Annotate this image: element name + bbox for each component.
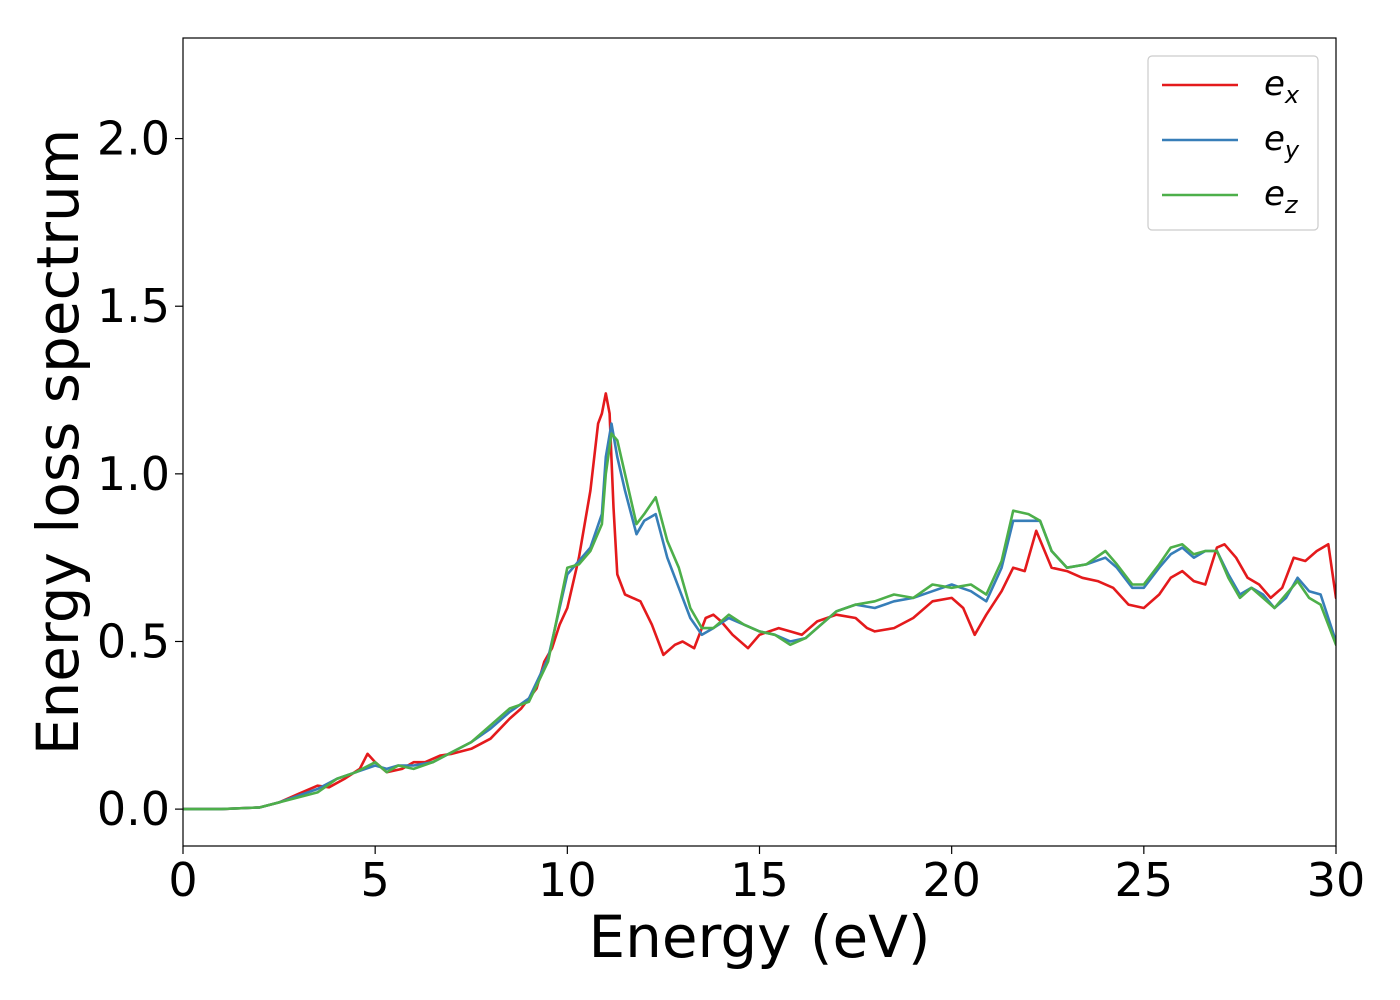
y-axis-title: Energy loss spectrum [24, 129, 92, 755]
legend-label-subscript: z [1284, 191, 1299, 219]
legend-label-x: ex [1264, 64, 1300, 109]
x-tick-label: 0 [168, 853, 197, 907]
series-line-x [183, 392, 1336, 811]
legend-label-y: ey [1264, 119, 1300, 164]
y-tick-label: 0.5 [97, 614, 170, 668]
x-tick-label: 5 [361, 853, 390, 907]
x-tick-label: 20 [922, 853, 981, 907]
x-tick-label: 15 [730, 853, 789, 907]
series-layer [183, 392, 1336, 811]
y-tick-label: 1.5 [97, 279, 170, 333]
x-axis: 0 5 10 15 20 25 30 [168, 846, 1365, 907]
x-axis-title: Energy (eV) [588, 903, 930, 971]
y-axis: 0.0 0.5 1.0 1.5 2.0 [97, 112, 183, 836]
legend-label-subscript: y [1284, 136, 1300, 164]
x-tick-label: 30 [1307, 853, 1366, 907]
x-tick-label: 10 [538, 853, 597, 907]
y-tick-label: 0.0 [97, 782, 170, 836]
y-tick-label: 1.0 [97, 447, 170, 501]
legend-box [1147, 55, 1319, 231]
x-tick-label: 25 [1115, 853, 1174, 907]
series-line-z [183, 432, 1336, 811]
y-tick-label: 2.0 [97, 112, 170, 166]
legend-label-subscript: x [1284, 81, 1300, 109]
